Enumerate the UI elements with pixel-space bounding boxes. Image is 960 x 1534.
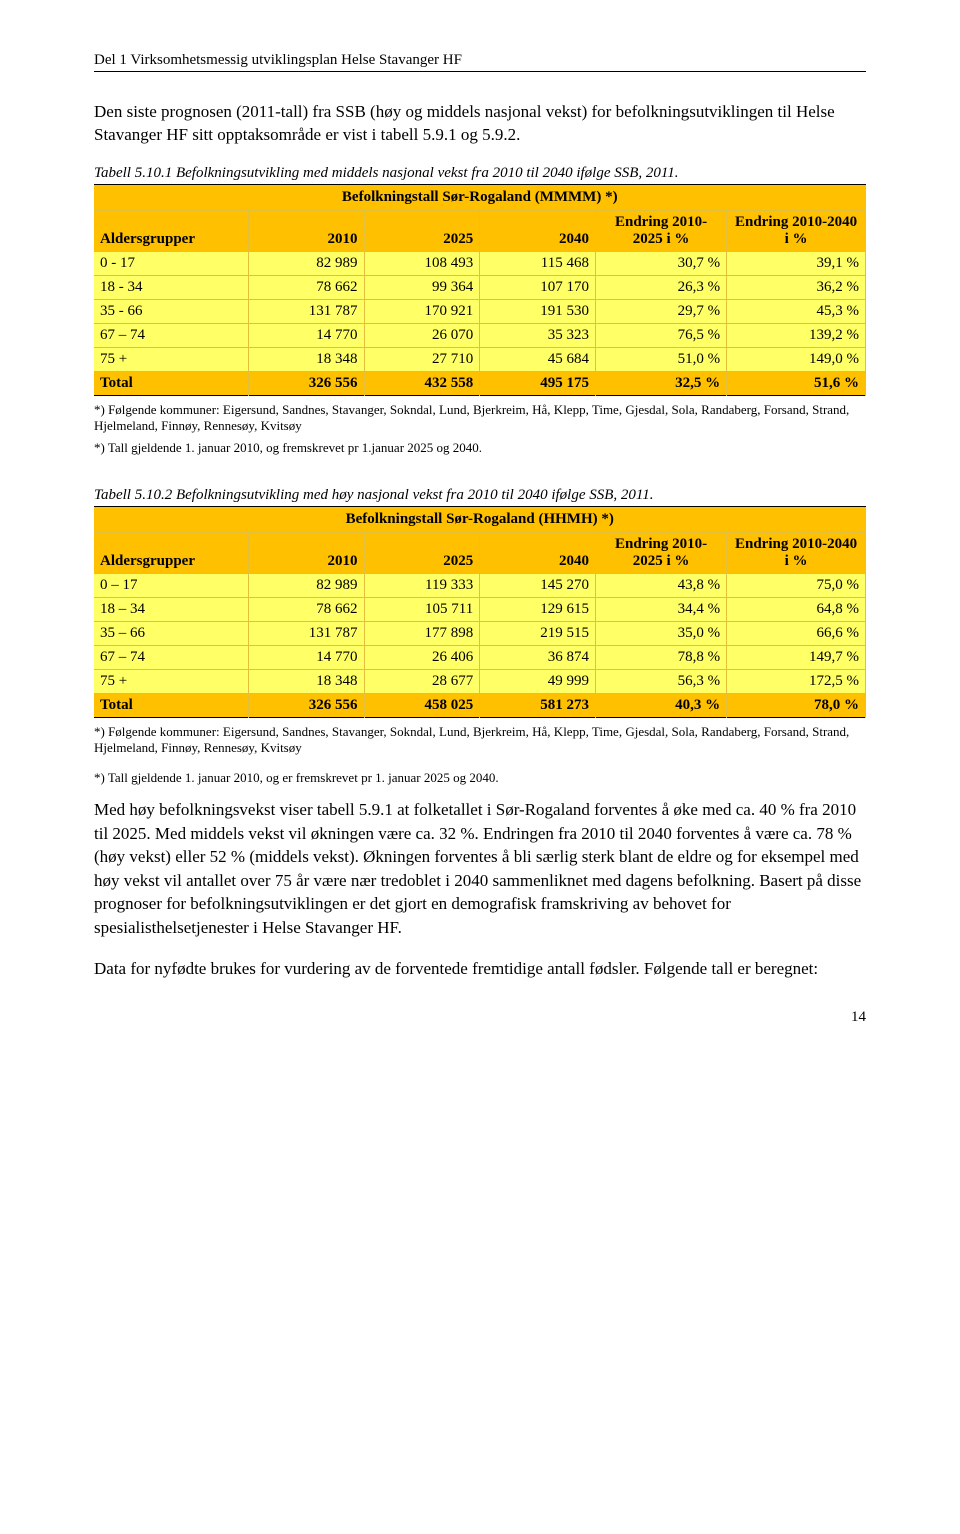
- total-cell: 581 273: [480, 693, 596, 717]
- column-header: Aldersgrupper: [94, 210, 248, 251]
- table-cell: 66,6 %: [727, 621, 866, 645]
- table-cell: 75,0 %: [727, 573, 866, 597]
- table-cell: 149,0 %: [727, 347, 866, 371]
- analysis-paragraph: Med høy befolkningsvekst viser tabell 5.…: [94, 798, 866, 939]
- table2-footnote-dates: *) Tall gjeldende 1. januar 2010, og er …: [94, 770, 866, 786]
- table-cell: 18 348: [248, 669, 364, 693]
- newborn-data-paragraph: Data for nyfødte brukes for vurdering av…: [94, 957, 866, 980]
- column-header: 2040: [480, 532, 596, 573]
- table-cell: 18 348: [248, 347, 364, 371]
- column-header: Endring 2010-2025 i %: [595, 210, 726, 251]
- table-cell: 191 530: [480, 299, 596, 323]
- age-group-label: 75 +: [94, 669, 248, 693]
- age-group-label: 67 – 74: [94, 645, 248, 669]
- table-cell: 119 333: [364, 573, 480, 597]
- total-cell: 32,5 %: [595, 371, 726, 395]
- age-group-label: 0 – 17: [94, 573, 248, 597]
- population-table-hhmh: Befolkningstall Sør-Rogaland (HHMH) *)Al…: [94, 506, 866, 718]
- age-group-label: 75 +: [94, 347, 248, 371]
- total-cell: 40,3 %: [595, 693, 726, 717]
- table-cell: 14 770: [248, 645, 364, 669]
- table-cell: 36,2 %: [727, 275, 866, 299]
- column-header: 2025: [364, 210, 480, 251]
- table-cell: 115 468: [480, 251, 596, 275]
- total-label: Total: [94, 371, 248, 395]
- table-cell: 177 898: [364, 621, 480, 645]
- column-header: Endring 2010-2025 i %: [595, 532, 726, 573]
- table-cell: 129 615: [480, 597, 596, 621]
- table-cell: 145 270: [480, 573, 596, 597]
- table-cell: 219 515: [480, 621, 596, 645]
- table-cell: 35 323: [480, 323, 596, 347]
- column-header: 2025: [364, 532, 480, 573]
- table-cell: 107 170: [480, 275, 596, 299]
- table-cell: 26 070: [364, 323, 480, 347]
- table1-footnote-dates: *) Tall gjeldende 1. januar 2010, og fre…: [94, 440, 866, 456]
- age-group-label: 35 – 66: [94, 621, 248, 645]
- total-cell: 432 558: [364, 371, 480, 395]
- table-cell: 78 662: [248, 275, 364, 299]
- table-cell: 76,5 %: [595, 323, 726, 347]
- table-cell: 27 710: [364, 347, 480, 371]
- population-table-mmmm: Befolkningstall Sør-Rogaland (MMMM) *)Al…: [94, 184, 866, 396]
- column-header: Endring 2010-2040 i %: [727, 210, 866, 251]
- total-cell: 495 175: [480, 371, 596, 395]
- table-cell: 56,3 %: [595, 669, 726, 693]
- table-cell: 49 999: [480, 669, 596, 693]
- table-cell: 43,8 %: [595, 573, 726, 597]
- table-cell: 82 989: [248, 251, 364, 275]
- age-group-label: 18 - 34: [94, 275, 248, 299]
- table1-footnote-municipalities: *) Følgende kommuner: Eigersund, Sandnes…: [94, 402, 866, 435]
- table-cell: 108 493: [364, 251, 480, 275]
- table-cell: 99 364: [364, 275, 480, 299]
- age-group-label: 67 – 74: [94, 323, 248, 347]
- table-cell: 64,8 %: [727, 597, 866, 621]
- table-cell: 34,4 %: [595, 597, 726, 621]
- table-cell: 45 684: [480, 347, 596, 371]
- table1-caption: Tabell 5.10.1 Befolkningsutvikling med m…: [94, 165, 866, 182]
- page-header: Del 1 Virksomhetsmessig utviklingsplan H…: [94, 52, 866, 72]
- table-cell: 26,3 %: [595, 275, 726, 299]
- table-cell: 131 787: [248, 621, 364, 645]
- table2-footnote-municipalities: *) Følgende kommuner: Eigersund, Sandnes…: [94, 724, 866, 757]
- column-header: Aldersgrupper: [94, 532, 248, 573]
- page-number: 14: [94, 1009, 866, 1026]
- table-cell: 35,0 %: [595, 621, 726, 645]
- table-cell: 78,8 %: [595, 645, 726, 669]
- table2-caption: Tabell 5.10.2 Befolkningsutvikling med h…: [94, 487, 866, 504]
- total-cell: 458 025: [364, 693, 480, 717]
- age-group-label: 18 – 34: [94, 597, 248, 621]
- table-cell: 78 662: [248, 597, 364, 621]
- table-cell: 149,7 %: [727, 645, 866, 669]
- total-cell: 51,6 %: [727, 371, 866, 395]
- table-cell: 29,7 %: [595, 299, 726, 323]
- column-header: 2010: [248, 532, 364, 573]
- table-title: Befolkningstall Sør-Rogaland (MMMM) *): [94, 184, 866, 210]
- table-cell: 39,1 %: [727, 251, 866, 275]
- age-group-label: 35 - 66: [94, 299, 248, 323]
- total-cell: 326 556: [248, 693, 364, 717]
- column-header: 2010: [248, 210, 364, 251]
- intro-paragraph: Den siste prognosen (2011-tall) fra SSB …: [94, 100, 866, 147]
- table-cell: 28 677: [364, 669, 480, 693]
- table-cell: 30,7 %: [595, 251, 726, 275]
- total-label: Total: [94, 693, 248, 717]
- table-cell: 82 989: [248, 573, 364, 597]
- table-cell: 36 874: [480, 645, 596, 669]
- column-header: 2040: [480, 210, 596, 251]
- table-cell: 170 921: [364, 299, 480, 323]
- table-title: Befolkningstall Sør-Rogaland (HHMH) *): [94, 506, 866, 532]
- column-header: Endring 2010-2040 i %: [727, 532, 866, 573]
- table-cell: 131 787: [248, 299, 364, 323]
- total-cell: 326 556: [248, 371, 364, 395]
- table-cell: 51,0 %: [595, 347, 726, 371]
- table-cell: 139,2 %: [727, 323, 866, 347]
- table-cell: 45,3 %: [727, 299, 866, 323]
- age-group-label: 0 - 17: [94, 251, 248, 275]
- table-cell: 26 406: [364, 645, 480, 669]
- table-cell: 14 770: [248, 323, 364, 347]
- table-cell: 172,5 %: [727, 669, 866, 693]
- table-cell: 105 711: [364, 597, 480, 621]
- total-cell: 78,0 %: [727, 693, 866, 717]
